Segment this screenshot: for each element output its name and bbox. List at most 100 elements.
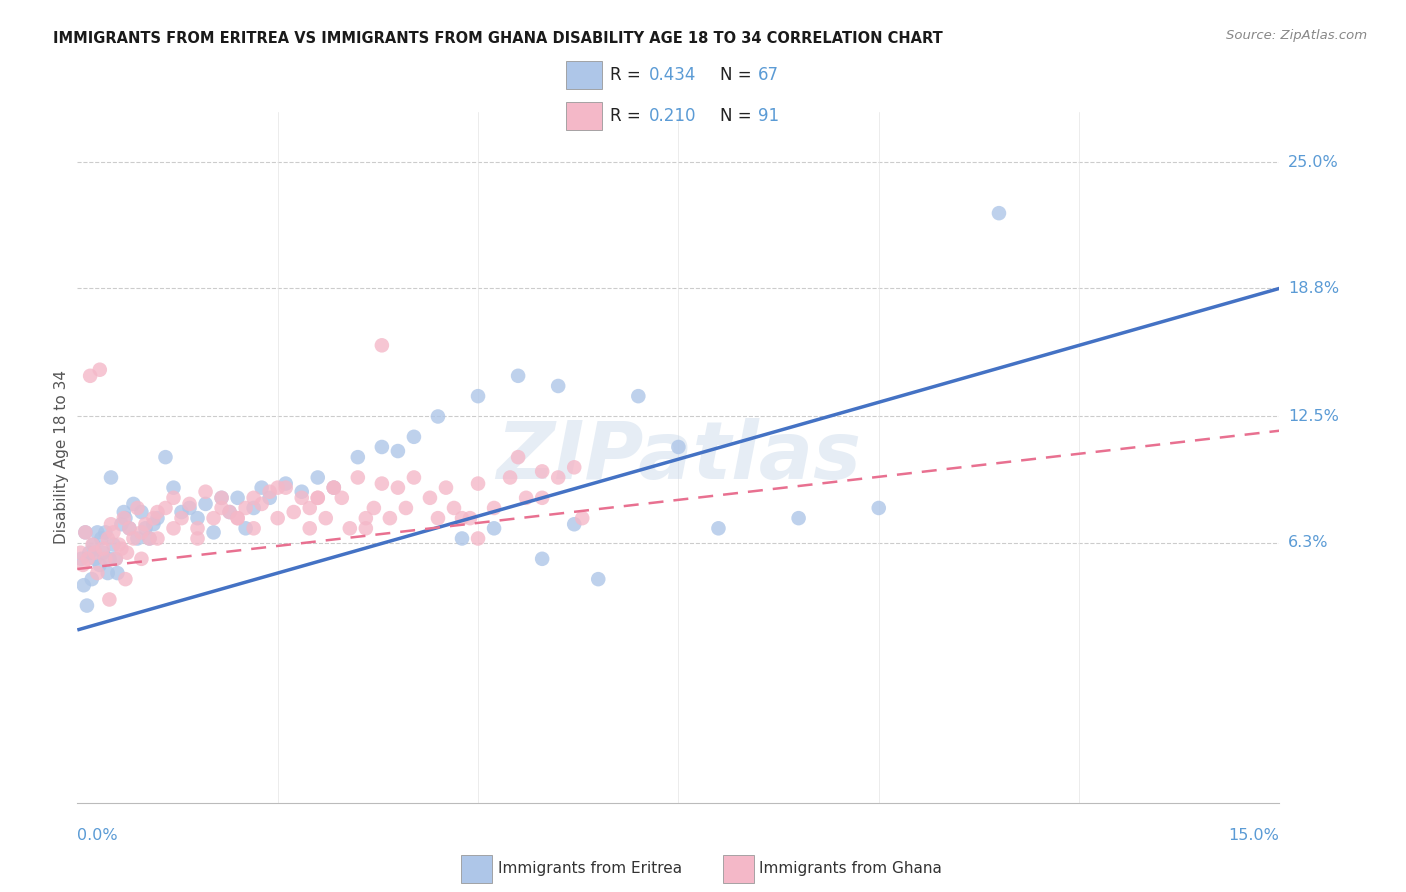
Point bbox=[90, 532, 112, 546]
Point bbox=[250, 481, 273, 495]
Point bbox=[107, 566, 129, 580]
Text: N =: N = bbox=[720, 107, 751, 125]
Point bbox=[250, 497, 273, 511]
Point bbox=[267, 511, 290, 525]
Point bbox=[112, 511, 135, 525]
Point bbox=[531, 551, 554, 566]
Point bbox=[179, 500, 201, 515]
Point bbox=[235, 521, 257, 535]
Text: Immigrants from Ghana: Immigrants from Ghana bbox=[759, 862, 942, 876]
Point bbox=[242, 500, 264, 515]
Point bbox=[155, 450, 177, 464]
Point bbox=[186, 511, 209, 525]
Point bbox=[226, 491, 249, 505]
Point bbox=[274, 481, 297, 495]
Point bbox=[298, 521, 321, 535]
Point bbox=[108, 538, 131, 552]
Point bbox=[330, 491, 353, 505]
Point bbox=[395, 500, 418, 515]
Point bbox=[194, 497, 217, 511]
Point bbox=[499, 470, 522, 484]
Point bbox=[508, 368, 530, 383]
Point bbox=[354, 511, 377, 525]
Point bbox=[186, 532, 209, 546]
Point bbox=[211, 491, 233, 505]
Point bbox=[162, 481, 184, 495]
Point bbox=[142, 517, 165, 532]
Point bbox=[112, 505, 135, 519]
Point bbox=[427, 511, 450, 525]
Point bbox=[69, 546, 91, 560]
Point bbox=[146, 505, 169, 519]
Point bbox=[84, 546, 107, 560]
Point bbox=[80, 572, 103, 586]
Point bbox=[218, 505, 240, 519]
Point bbox=[114, 511, 136, 525]
Point bbox=[307, 470, 329, 484]
Point bbox=[211, 491, 233, 505]
Point bbox=[100, 470, 122, 484]
Point bbox=[134, 517, 156, 532]
Point bbox=[322, 481, 344, 495]
Point bbox=[363, 500, 385, 515]
Text: 15.0%: 15.0% bbox=[1229, 828, 1279, 843]
Text: 0.210: 0.210 bbox=[648, 107, 696, 125]
Point bbox=[235, 500, 257, 515]
Point bbox=[138, 532, 160, 546]
Text: 67: 67 bbox=[758, 66, 779, 84]
Point bbox=[218, 505, 240, 519]
Point bbox=[315, 511, 337, 525]
Point bbox=[274, 476, 297, 491]
Bar bbox=[567, 62, 602, 89]
Point bbox=[202, 511, 225, 525]
Point bbox=[467, 476, 489, 491]
Point bbox=[259, 484, 281, 499]
Point bbox=[194, 484, 217, 499]
Point bbox=[307, 491, 329, 505]
Point bbox=[100, 517, 122, 532]
Point bbox=[179, 497, 201, 511]
Text: Immigrants from Eritrea: Immigrants from Eritrea bbox=[498, 862, 682, 876]
Point bbox=[346, 470, 368, 484]
Point bbox=[434, 481, 457, 495]
Point bbox=[467, 532, 489, 546]
Point bbox=[115, 546, 138, 560]
Point bbox=[531, 464, 554, 478]
Point bbox=[79, 546, 101, 560]
Point bbox=[155, 500, 177, 515]
Point bbox=[98, 551, 121, 566]
Point bbox=[242, 491, 264, 505]
Point bbox=[482, 521, 505, 535]
Point bbox=[202, 525, 225, 540]
Point bbox=[443, 500, 465, 515]
Point bbox=[668, 440, 690, 454]
Point bbox=[73, 578, 96, 592]
Point bbox=[298, 500, 321, 515]
Bar bbox=[567, 102, 602, 130]
Point bbox=[122, 497, 145, 511]
Point bbox=[339, 521, 361, 535]
Text: R =: R = bbox=[610, 66, 641, 84]
Point bbox=[267, 481, 290, 495]
Point bbox=[131, 551, 153, 566]
Point bbox=[122, 532, 145, 546]
Point bbox=[322, 481, 344, 495]
Point bbox=[226, 511, 249, 525]
Point bbox=[707, 521, 730, 535]
Point bbox=[402, 470, 425, 484]
Point bbox=[118, 521, 141, 535]
Point bbox=[75, 525, 97, 540]
Point bbox=[89, 362, 111, 376]
Point bbox=[162, 521, 184, 535]
Point bbox=[104, 551, 127, 566]
Point bbox=[515, 491, 537, 505]
Point bbox=[170, 505, 193, 519]
Point bbox=[76, 599, 98, 613]
Point bbox=[259, 491, 281, 505]
Point bbox=[70, 551, 93, 566]
Point bbox=[387, 444, 409, 458]
Point bbox=[103, 538, 125, 552]
Text: 6.3%: 6.3% bbox=[1288, 535, 1329, 550]
Point bbox=[75, 525, 97, 540]
Point bbox=[371, 476, 394, 491]
